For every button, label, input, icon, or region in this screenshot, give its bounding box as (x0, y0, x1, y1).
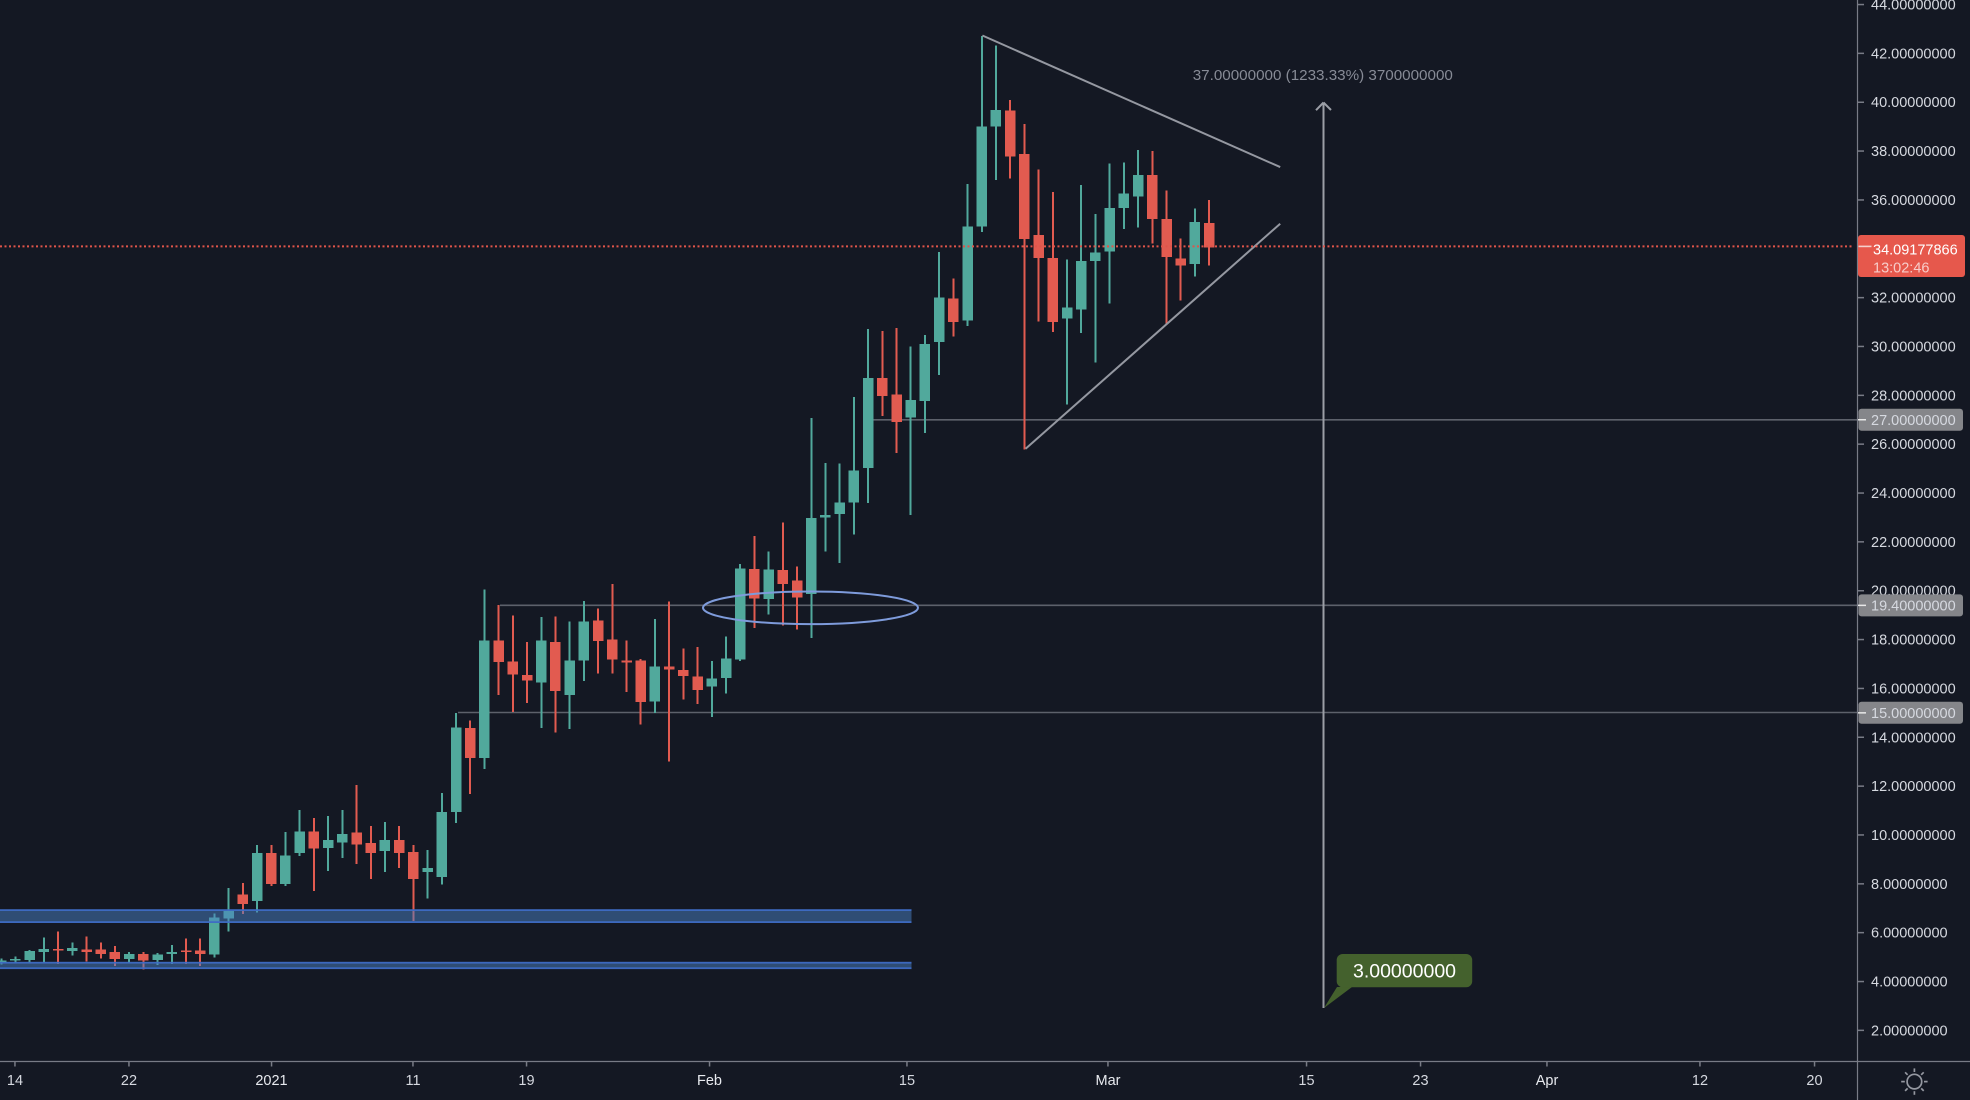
svg-text:18.00000000: 18.00000000 (1871, 633, 1956, 649)
svg-text:22.00000000: 22.00000000 (1871, 535, 1956, 551)
svg-text:2021: 2021 (255, 1073, 287, 1089)
svg-text:13:02:46: 13:02:46 (1873, 261, 1929, 277)
svg-text:2.00000000: 2.00000000 (1871, 1023, 1948, 1039)
svg-text:15.00000000: 15.00000000 (1871, 706, 1956, 722)
svg-text:37.00000000 (1233.33%) 3700000: 37.00000000 (1233.33%) 3700000000 (1193, 67, 1453, 84)
svg-text:16.00000000: 16.00000000 (1871, 681, 1956, 697)
svg-text:20: 20 (1806, 1073, 1822, 1089)
svg-text:44.00000000: 44.00000000 (1871, 0, 1956, 14)
svg-text:24.00000000: 24.00000000 (1871, 486, 1956, 502)
svg-text:19.40000000: 19.40000000 (1871, 598, 1956, 614)
svg-text:27.00000000: 27.00000000 (1871, 413, 1956, 429)
svg-text:36.00000000: 36.00000000 (1871, 193, 1956, 209)
svg-text:Apr: Apr (1536, 1073, 1559, 1089)
svg-text:42.00000000: 42.00000000 (1871, 46, 1956, 62)
svg-text:22: 22 (121, 1073, 137, 1089)
svg-text:34.09177866: 34.09177866 (1873, 243, 1958, 259)
svg-text:40.00000000: 40.00000000 (1871, 95, 1956, 111)
svg-text:30.00000000: 30.00000000 (1871, 340, 1956, 356)
svg-text:19: 19 (518, 1073, 534, 1089)
svg-text:32.00000000: 32.00000000 (1871, 291, 1956, 307)
svg-text:15: 15 (1298, 1073, 1314, 1089)
svg-text:14.00000000: 14.00000000 (1871, 730, 1956, 746)
svg-text:12.00000000: 12.00000000 (1871, 779, 1956, 795)
svg-text:10.00000000: 10.00000000 (1871, 828, 1956, 844)
svg-text:3.00000000: 3.00000000 (1353, 961, 1456, 983)
svg-text:38.00000000: 38.00000000 (1871, 144, 1956, 160)
svg-text:Mar: Mar (1096, 1073, 1121, 1089)
svg-text:26.00000000: 26.00000000 (1871, 437, 1956, 453)
svg-text:28.00000000: 28.00000000 (1871, 388, 1956, 404)
svg-text:15: 15 (899, 1073, 915, 1089)
svg-text:23: 23 (1412, 1073, 1428, 1089)
svg-text:Feb: Feb (697, 1073, 722, 1089)
svg-text:8.00000000: 8.00000000 (1871, 877, 1948, 893)
svg-text:6.00000000: 6.00000000 (1871, 926, 1948, 942)
svg-text:14: 14 (7, 1073, 23, 1089)
svg-text:4.00000000: 4.00000000 (1871, 975, 1948, 991)
svg-text:12: 12 (1692, 1073, 1708, 1089)
svg-text:11: 11 (405, 1073, 420, 1089)
